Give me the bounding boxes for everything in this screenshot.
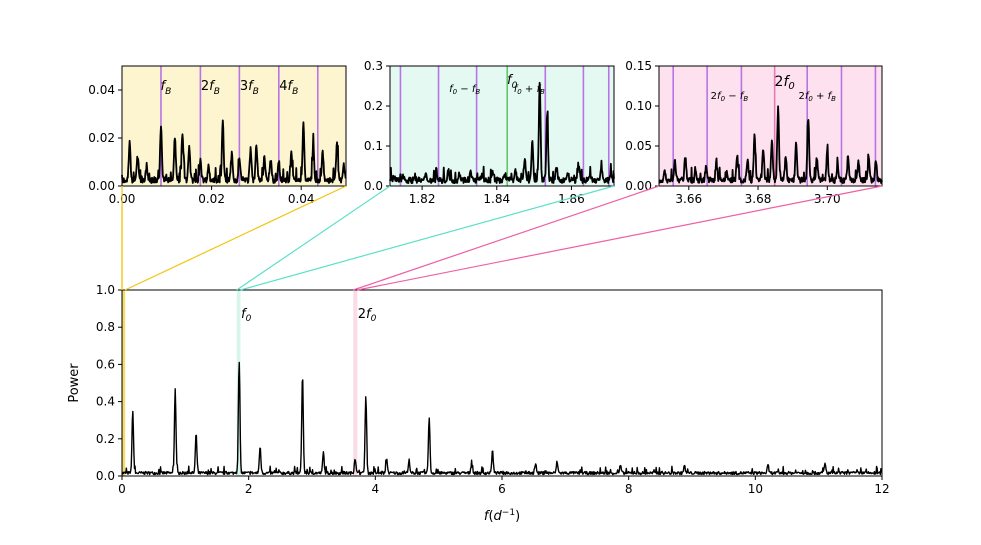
- inset_low-frame: [121, 65, 347, 187]
- inset_low-panel: 0.00 0.02 0.040.000.020.04 fB 2fB 3fB 4fB: [88, 65, 347, 206]
- main-f0-label: f0: [241, 307, 252, 324]
- y-tick-label: 0.4: [96, 395, 115, 409]
- harmonic-label-3: 4fB: [279, 79, 298, 97]
- x-axis-label: f(d−1): [484, 508, 520, 524]
- harmonic-label-1: 2fB: [201, 79, 220, 97]
- connector-left-inset_2f0: [353, 185, 660, 291]
- inset_f0-power-curve: [389, 81, 615, 185]
- y-tick-label: 0.04: [88, 83, 115, 97]
- inset_2f0-frame: [658, 65, 883, 187]
- sideband-label-minus: f0 − fB: [449, 84, 480, 96]
- main-panel: 0 2 4 6 8 10 12 0.0 0.2 0.4 0.6 0.8 1.0 f0 2f0 f(d−1) Po…: [67, 283, 890, 524]
- y-tick-label: 1.0: [96, 283, 115, 297]
- x-tick-label: 0: [118, 482, 126, 496]
- x-tick-label: 6: [498, 482, 506, 496]
- inset_f0-background: [390, 66, 614, 186]
- y-tick-label: 0.0: [364, 179, 383, 193]
- x-tick-label: 4: [372, 482, 380, 496]
- y-tick-label: 0.3: [364, 59, 383, 73]
- band-2: [353, 290, 358, 476]
- y-tick-label: 0.15: [625, 59, 652, 73]
- inset_f0-frame: [389, 65, 615, 187]
- band-0: [122, 290, 126, 476]
- harmonic-label-2: 3fB: [240, 79, 259, 97]
- x-tick-label: 1.86: [558, 192, 585, 206]
- f0-label: f0: [507, 73, 518, 91]
- x-tick-label: 0.02: [198, 192, 225, 206]
- inset_f0-panel: 1.82 1.84 1.86 0.0 0.1 0.2 0.3 f0 f0 − fB f0 + fB: [364, 59, 615, 206]
- x-tick-label: 3.68: [745, 192, 772, 206]
- y-tick-label: 0.00: [88, 179, 115, 193]
- harmonic-label-0: fB: [161, 79, 172, 97]
- main-2f0-label: 2f0: [358, 307, 377, 324]
- sideband-label-plus: f0 + fB: [514, 84, 545, 96]
- y-tick-label: 0.1: [364, 139, 383, 153]
- connector-left-inset_f0: [236, 185, 391, 291]
- y-tick-label: 0.8: [96, 320, 115, 334]
- y-tick-label: 0.02: [88, 131, 115, 145]
- y-tick-label: 0.05: [625, 139, 652, 153]
- y-tick-label: 0.2: [364, 99, 383, 113]
- main-frame: [121, 289, 883, 477]
- x-tick-label: 2: [245, 482, 253, 496]
- connector-right-inset_low: [124, 185, 347, 291]
- x-tick-label: 12: [874, 482, 889, 496]
- y-axis-label: Power: [67, 363, 82, 403]
- y-tick-label: 0.6: [96, 357, 115, 371]
- sideband-label-minus: 2f0 − fB: [711, 91, 749, 103]
- y-tick-label: 0.00: [625, 179, 652, 193]
- x-tick-label: 3.66: [675, 192, 702, 206]
- x-tick-label: 8: [625, 482, 633, 496]
- sideband-label-plus: 2f0 + fB: [798, 91, 836, 103]
- main-power-curve: [121, 361, 883, 476]
- y-tick-label: 0.0: [96, 469, 115, 483]
- connector-right-inset_2f0: [357, 185, 883, 291]
- y-tick-label: 0.2: [96, 432, 115, 446]
- inset_2f0-power-curve: [658, 105, 883, 184]
- x-tick-label: 1.82: [409, 192, 436, 206]
- y-tick-label: 0.10: [625, 99, 652, 113]
- connector-right-inset_f0: [240, 185, 615, 291]
- x-tick-label: 10: [748, 482, 763, 496]
- x-tick-label: 1.84: [483, 192, 510, 206]
- inset_low-power-curve: [121, 119, 347, 184]
- x-tick-label: 0.04: [288, 192, 315, 206]
